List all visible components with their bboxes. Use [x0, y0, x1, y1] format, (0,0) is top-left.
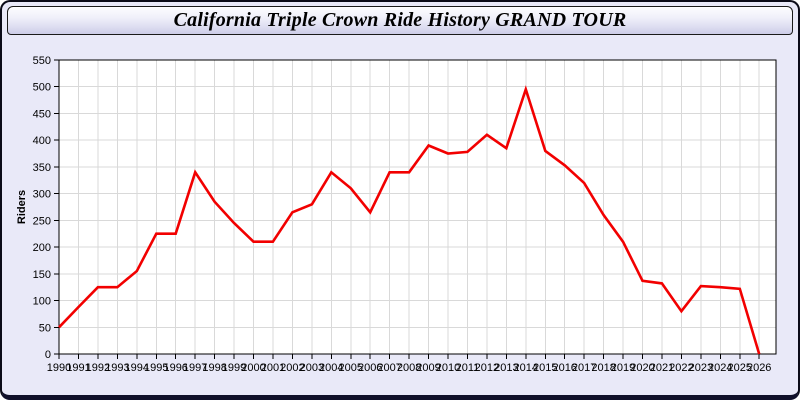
- title-bar: California Triple Crown Ride History GRA…: [7, 6, 793, 35]
- page-title: California Triple Crown Ride History GRA…: [173, 9, 627, 31]
- x-axis: 1990199119921993199419951996199719981999…: [47, 354, 771, 374]
- x-tick-label: 2023: [689, 362, 713, 374]
- x-tick-label: 2007: [377, 362, 401, 374]
- x-tick-label: 2016: [552, 362, 576, 374]
- y-tick-label: 200: [33, 242, 51, 254]
- y-tick-label: 250: [33, 215, 51, 227]
- x-tick-label: 2003: [300, 362, 324, 374]
- y-tick-label: 100: [33, 296, 51, 308]
- x-tick-label: 2001: [261, 362, 285, 374]
- x-tick-label: 1991: [66, 362, 90, 374]
- y-tick-label: 550: [33, 55, 51, 67]
- x-tick-label: 2000: [241, 362, 265, 374]
- x-tick-label: 2014: [514, 362, 538, 374]
- y-tick-label: 300: [33, 189, 51, 201]
- x-tick-label: 2019: [611, 362, 635, 374]
- x-tick-label: 2022: [669, 362, 693, 374]
- x-tick-label: 2021: [650, 362, 674, 374]
- x-tick-label: 2020: [630, 362, 654, 374]
- x-tick-label: 1996: [163, 362, 187, 374]
- x-tick-label: 2006: [358, 362, 382, 374]
- x-tick-label: 1999: [222, 362, 246, 374]
- x-tick-label: 2025: [728, 362, 752, 374]
- x-tick-label: 2012: [475, 362, 499, 374]
- plot-area: [59, 60, 776, 354]
- x-tick-label: 2015: [533, 362, 557, 374]
- x-tick-label: 2009: [416, 362, 440, 374]
- y-tick-label: 350: [33, 162, 51, 174]
- x-tick-label: 1993: [105, 362, 129, 374]
- x-tick-label: 1997: [183, 362, 207, 374]
- y-tick-label: 0: [45, 349, 51, 361]
- plot-border: [58, 59, 777, 355]
- x-tick-label: 2024: [708, 362, 732, 374]
- y-axis: 0 50 100 150 200 250 300 350 400 450 500 550: [33, 55, 59, 361]
- x-tick-label: 2005: [339, 362, 363, 374]
- y-tick-label: 500: [33, 82, 51, 94]
- x-tick-label: 2017: [572, 362, 596, 374]
- y-tick-label: 50: [39, 322, 51, 334]
- x-tick-label: 1995: [144, 362, 168, 374]
- x-tick-label: 2011: [456, 362, 480, 374]
- riders-line: [58, 85, 761, 355]
- x-tick-label: 1992: [86, 362, 110, 374]
- v-gridlines: [77, 60, 760, 354]
- y-tick-label: 150: [33, 269, 51, 281]
- x-tick-label: 2018: [591, 362, 615, 374]
- x-tick-label: 1994: [125, 362, 149, 374]
- x-tick-label: 2010: [436, 362, 460, 374]
- x-tick-label: 2013: [494, 362, 518, 374]
- h-gridlines: [59, 86, 776, 328]
- x-tick-label: 2004: [319, 362, 343, 374]
- x-tick-label: 1990: [47, 362, 71, 374]
- y-tick-label: 400: [33, 135, 51, 147]
- x-tick-label: 2008: [397, 362, 421, 374]
- y-tick-label: 450: [33, 108, 51, 120]
- x-tick-label: 2026: [747, 362, 771, 374]
- x-tick-label: 1998: [202, 362, 226, 374]
- x-tick-label: 2002: [280, 362, 304, 374]
